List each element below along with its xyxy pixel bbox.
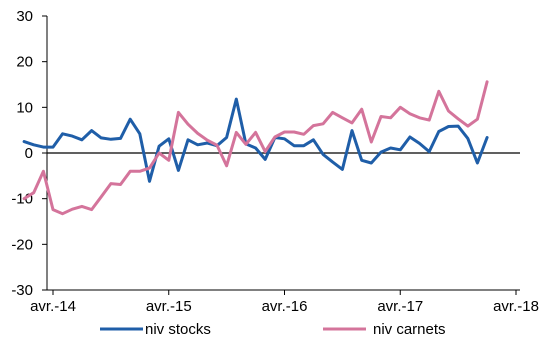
- y-tick-label: 20: [16, 54, 33, 71]
- y-tick-label: -20: [11, 236, 33, 253]
- x-tick-label: avr.-18: [493, 298, 539, 315]
- legend-label: niv carnets: [373, 321, 446, 338]
- x-tick-label: avr.-16: [262, 298, 308, 315]
- y-tick-label: 0: [25, 145, 33, 162]
- x-tick-label: avr.-14: [30, 298, 76, 315]
- legend-label: niv stocks: [145, 321, 211, 338]
- y-tick-label: 30: [16, 8, 33, 25]
- y-tick-label: -10: [11, 191, 33, 208]
- y-tick-label: 10: [16, 99, 33, 116]
- x-tick-label: avr.-17: [377, 298, 423, 315]
- series-line-niv-carnets: [22, 80, 489, 216]
- x-tick-label: avr.-15: [146, 298, 192, 315]
- series-line-niv-stocks: [22, 97, 489, 183]
- legend: niv stocks niv carnets: [100, 321, 446, 338]
- series-lines: [22, 80, 489, 216]
- y-tick-label: -30: [11, 282, 33, 299]
- x-tick-labels: avr.-14 avr.-15 avr.-16 avr.-17 avr.-18: [30, 298, 539, 315]
- y-tick-labels: 30 20 10 0 -10 -20 -30: [11, 8, 33, 299]
- axes-group: [42, 15, 520, 295]
